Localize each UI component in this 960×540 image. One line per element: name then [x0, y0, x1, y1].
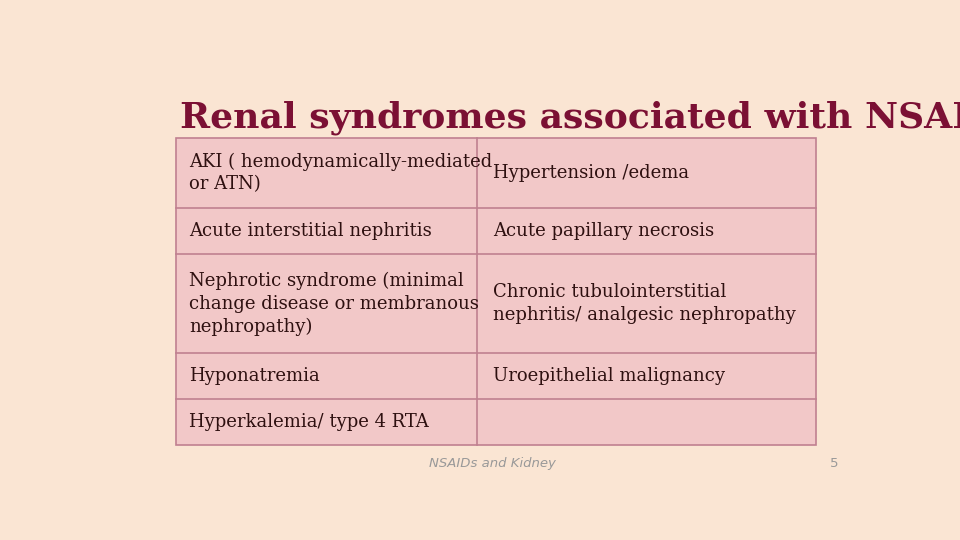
Text: Acute papillary necrosis: Acute papillary necrosis: [492, 222, 714, 240]
Text: Renal syndromes associated with NSAID use: Renal syndromes associated with NSAID us…: [180, 100, 960, 134]
Text: Nephrotic syndrome (minimal
change disease or membranous
nephropathy): Nephrotic syndrome (minimal change disea…: [189, 272, 479, 336]
Text: Acute interstitial nephritis: Acute interstitial nephritis: [189, 222, 432, 240]
Text: Chronic tubulointerstitial
nephritis/ analgesic nephropathy: Chronic tubulointerstitial nephritis/ an…: [492, 284, 796, 324]
Text: Hyponatremia: Hyponatremia: [189, 367, 320, 386]
Text: AKI ( hemodynamically-mediated
or ATN): AKI ( hemodynamically-mediated or ATN): [189, 152, 492, 193]
Text: Uroepithelial malignancy: Uroepithelial malignancy: [492, 367, 725, 386]
Text: Hyperkalemia/ type 4 RTA: Hyperkalemia/ type 4 RTA: [189, 413, 429, 431]
Text: Hypertension /edema: Hypertension /edema: [492, 164, 689, 182]
Text: NSAIDs and Kidney: NSAIDs and Kidney: [428, 457, 556, 470]
FancyBboxPatch shape: [176, 138, 816, 445]
Text: 5: 5: [829, 457, 838, 470]
